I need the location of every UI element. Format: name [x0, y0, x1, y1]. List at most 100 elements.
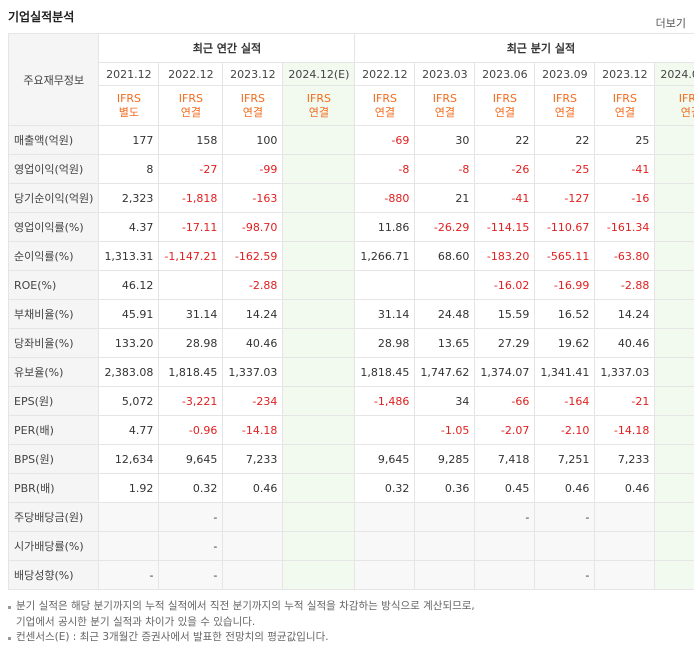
value-cell: 25: [594, 125, 656, 155]
value-cell: -183.20: [474, 241, 536, 271]
value-cell: 13.65: [414, 328, 476, 358]
value-cell: [654, 270, 694, 300]
data-row: ROE(%) 46.12 -2.88 -16.02 -16.99 -2.88: [7, 270, 694, 300]
note-line: 분기 실적은 해당 분기까지의 누적 실적에서 직전 분기까지의 누적 실적을 …: [6, 599, 475, 615]
value-cell: 22: [474, 125, 536, 155]
notes: 분기 실적은 해당 분기까지의 누적 실적에서 직전 분기까지의 누적 실적을 …: [6, 599, 475, 646]
value-cell: 100: [222, 125, 284, 155]
data-row: 영업이익(억원) 8 -27 -99 -8 -8 -26 -25 -41: [7, 154, 694, 184]
data-row: 부채비율(%) 45.91 31.14 14.24 31.14 24.48 15.59 16.…: [7, 299, 694, 329]
period: 2023.09: [534, 62, 596, 86]
value-cell: 27.29: [474, 328, 536, 358]
value-cell: 4.37: [98, 212, 160, 242]
value-cell: -99: [222, 154, 284, 184]
data-row: PBR(배) 1.92 0.32 0.46 0.32 0.36 0.45 0.46 0.46: [7, 473, 694, 503]
value-cell: -127: [534, 183, 596, 213]
value-cell: 30: [414, 125, 476, 155]
value-cell: -2.07: [474, 415, 536, 445]
value-cell: -16.02: [474, 270, 536, 300]
value-cell: [282, 241, 356, 271]
value-cell: -: [534, 502, 596, 532]
value-cell: -114.15: [474, 212, 536, 242]
value-cell: 133.20: [98, 328, 160, 358]
value-cell: 0.45: [474, 473, 536, 503]
value-cell: -8: [414, 154, 476, 184]
standard-line: IFRS: [492, 91, 517, 105]
value-cell: [222, 531, 284, 561]
value-cell: [594, 502, 656, 532]
standard-line: 별도: [118, 105, 140, 119]
row-label: 매출액(억원): [7, 125, 100, 155]
value-cell: -1,486: [354, 386, 416, 416]
value-cell: 68.60: [414, 241, 476, 271]
value-cell: 22: [534, 125, 596, 155]
value-cell: 15.59: [474, 299, 536, 329]
value-cell: -26.29: [414, 212, 476, 242]
value-cell: 28.98: [354, 328, 416, 358]
header-row: 2021.12 2022.12 2023.12 2024.12(E) 2022.12 20…: [9, 62, 694, 86]
value-cell: -162.59: [222, 241, 284, 271]
value-cell: [354, 415, 416, 445]
value-cell: -66: [474, 386, 536, 416]
value-cell: -565.11: [534, 241, 596, 271]
value-cell: -14.18: [594, 415, 656, 445]
standard-line: IFRS: [178, 91, 203, 105]
standard-line: IFRS: [116, 91, 142, 105]
value-cell: 24.48: [414, 299, 476, 329]
value-cell: [282, 560, 356, 590]
more-link[interactable]: 더보기: [655, 17, 686, 30]
standard-line: 연결: [614, 105, 635, 119]
value-cell: [354, 270, 416, 300]
value-cell: -25: [534, 154, 596, 184]
value-cell: -21: [594, 386, 656, 416]
standard-line: 연결: [308, 105, 330, 119]
value-cell: [654, 183, 694, 213]
value-cell: -3,221: [158, 386, 224, 416]
value-cell: [354, 531, 416, 561]
value-cell: 0.46: [594, 473, 656, 503]
value-cell: 31.14: [158, 299, 224, 329]
value-cell: 1,818.45: [354, 357, 416, 387]
value-cell: 7,233: [594, 444, 656, 474]
value-cell: [282, 183, 356, 213]
value-cell: 2,383.08: [98, 357, 160, 387]
row-label: 배당성향(%): [7, 560, 100, 590]
value-cell: -163: [222, 183, 284, 213]
value-cell: [282, 212, 356, 242]
value-cell: 1.92: [98, 473, 160, 503]
row-label: 영업이익률(%): [7, 212, 100, 242]
value-cell: 40.46: [222, 328, 284, 358]
value-cell: -16: [594, 183, 656, 213]
period: 2024.12(E): [282, 62, 356, 86]
value-cell: 40.46: [594, 328, 656, 358]
value-cell: 34: [414, 386, 476, 416]
value-cell: [654, 560, 694, 590]
section-title: 기업실적분석: [8, 10, 75, 24]
value-cell: [414, 531, 476, 561]
value-cell: [594, 531, 656, 561]
period: 2022.12: [354, 62, 416, 86]
value-cell: [98, 531, 160, 561]
value-cell: 21: [414, 183, 476, 213]
value-cell: [474, 531, 536, 561]
value-cell: -2.88: [222, 270, 284, 300]
row-label: 유보율(%): [7, 357, 100, 387]
value-cell: [654, 241, 694, 271]
value-cell: -: [474, 502, 536, 532]
financial-table: 주요재무정보 최근 연간 실적 최근 분기 실적 2021.12 2022.12 2023…: [7, 33, 694, 590]
value-cell: [534, 531, 596, 561]
value-cell: 14.24: [222, 299, 284, 329]
value-cell: -2.10: [534, 415, 596, 445]
value-cell: 46.12: [98, 270, 160, 300]
value-cell: 1,337.03: [594, 357, 656, 387]
value-cell: [282, 531, 356, 561]
data-row: 당좌비율(%) 133.20 28.98 40.46 28.98 13.65 27.29 19…: [7, 328, 694, 358]
value-cell: 9,285: [414, 444, 476, 474]
